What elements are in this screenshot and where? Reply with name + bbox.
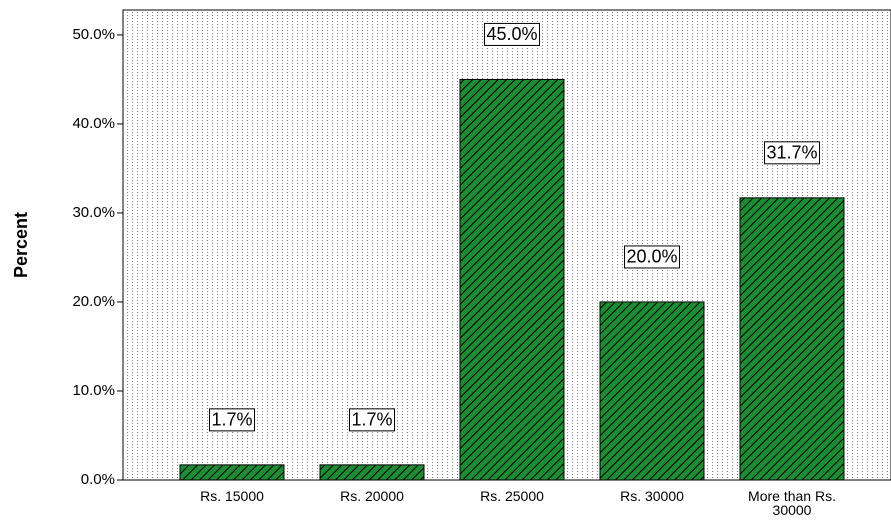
x-tick-label: Rs. 30000 bbox=[620, 488, 684, 504]
y-axis-label: Percent bbox=[11, 212, 31, 278]
x-tick-label: Rs. 25000 bbox=[480, 488, 544, 504]
y-tick-label: 10.0% bbox=[72, 382, 115, 399]
value-label: 1.7% bbox=[211, 410, 252, 430]
y-tick-label: 0.0% bbox=[81, 471, 115, 488]
value-label-box bbox=[623, 245, 681, 269]
value-label: 31.7% bbox=[766, 143, 817, 163]
value-label: 1.7% bbox=[351, 410, 392, 430]
x-tick-label: Rs. 20000 bbox=[340, 488, 404, 504]
bar bbox=[459, 78, 565, 481]
y-tick-label: 20.0% bbox=[72, 293, 115, 310]
y-tick-label: 30.0% bbox=[72, 204, 115, 221]
y-tick-label: 50.0% bbox=[72, 26, 115, 43]
bar bbox=[179, 464, 285, 481]
value-label: 20.0% bbox=[626, 247, 677, 267]
y-tick-label: 40.0% bbox=[72, 115, 115, 132]
bar bbox=[319, 464, 425, 481]
x-tick-label: Rs. 15000 bbox=[200, 488, 264, 504]
x-tick-label: More than Rs. 30000 bbox=[748, 488, 836, 518]
bar bbox=[739, 197, 845, 481]
value-label-box bbox=[763, 141, 821, 165]
value-label-box bbox=[483, 22, 541, 46]
value-label-box bbox=[208, 408, 256, 432]
value-label-box bbox=[348, 408, 396, 432]
bar bbox=[599, 301, 705, 481]
value-label: 45.0% bbox=[486, 24, 537, 44]
